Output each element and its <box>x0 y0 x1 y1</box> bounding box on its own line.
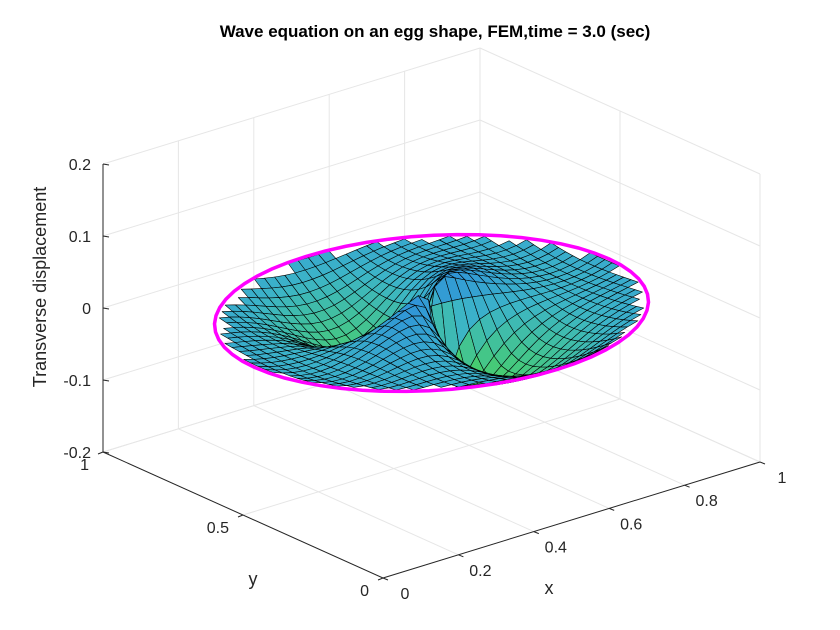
surface-face <box>620 279 639 288</box>
surface-face <box>623 313 642 321</box>
z-tick-label: 0 <box>82 301 91 318</box>
x-tick-label: 0.2 <box>469 563 491 580</box>
y-tick-label: 1 <box>80 457 89 474</box>
surface-face <box>624 289 643 298</box>
y-axis-label: y <box>249 569 258 589</box>
surface-face <box>621 296 640 305</box>
y-tick-label: 0.5 <box>207 520 229 537</box>
surface-face <box>590 345 610 355</box>
surface-mesh <box>218 235 645 391</box>
y-tick-label: 0 <box>360 583 369 600</box>
x-tick-label: 0 <box>401 586 410 603</box>
surface-face <box>606 331 626 341</box>
x-tick-label: 1 <box>778 470 787 487</box>
z-axis-label: Transverse displacement <box>30 187 50 387</box>
x-tick-label: 0.8 <box>695 493 717 510</box>
egg-boundary <box>212 232 651 394</box>
chart-title: Wave equation on an egg shape, FEM,time … <box>220 22 651 41</box>
surface-face <box>601 262 620 273</box>
surface-face <box>604 336 623 346</box>
surface-face <box>620 320 639 328</box>
x-axis-label: x <box>545 578 554 598</box>
x-tick-label: 0.4 <box>545 540 567 557</box>
z-tick-label: 0.1 <box>69 229 91 246</box>
z-tick-label: 0.2 <box>69 157 91 174</box>
z-tick-label: -0.2 <box>63 445 91 462</box>
z-tick-label: -0.1 <box>63 373 91 390</box>
surface-face <box>626 306 645 314</box>
x-tick-label: 0.6 <box>620 516 642 533</box>
